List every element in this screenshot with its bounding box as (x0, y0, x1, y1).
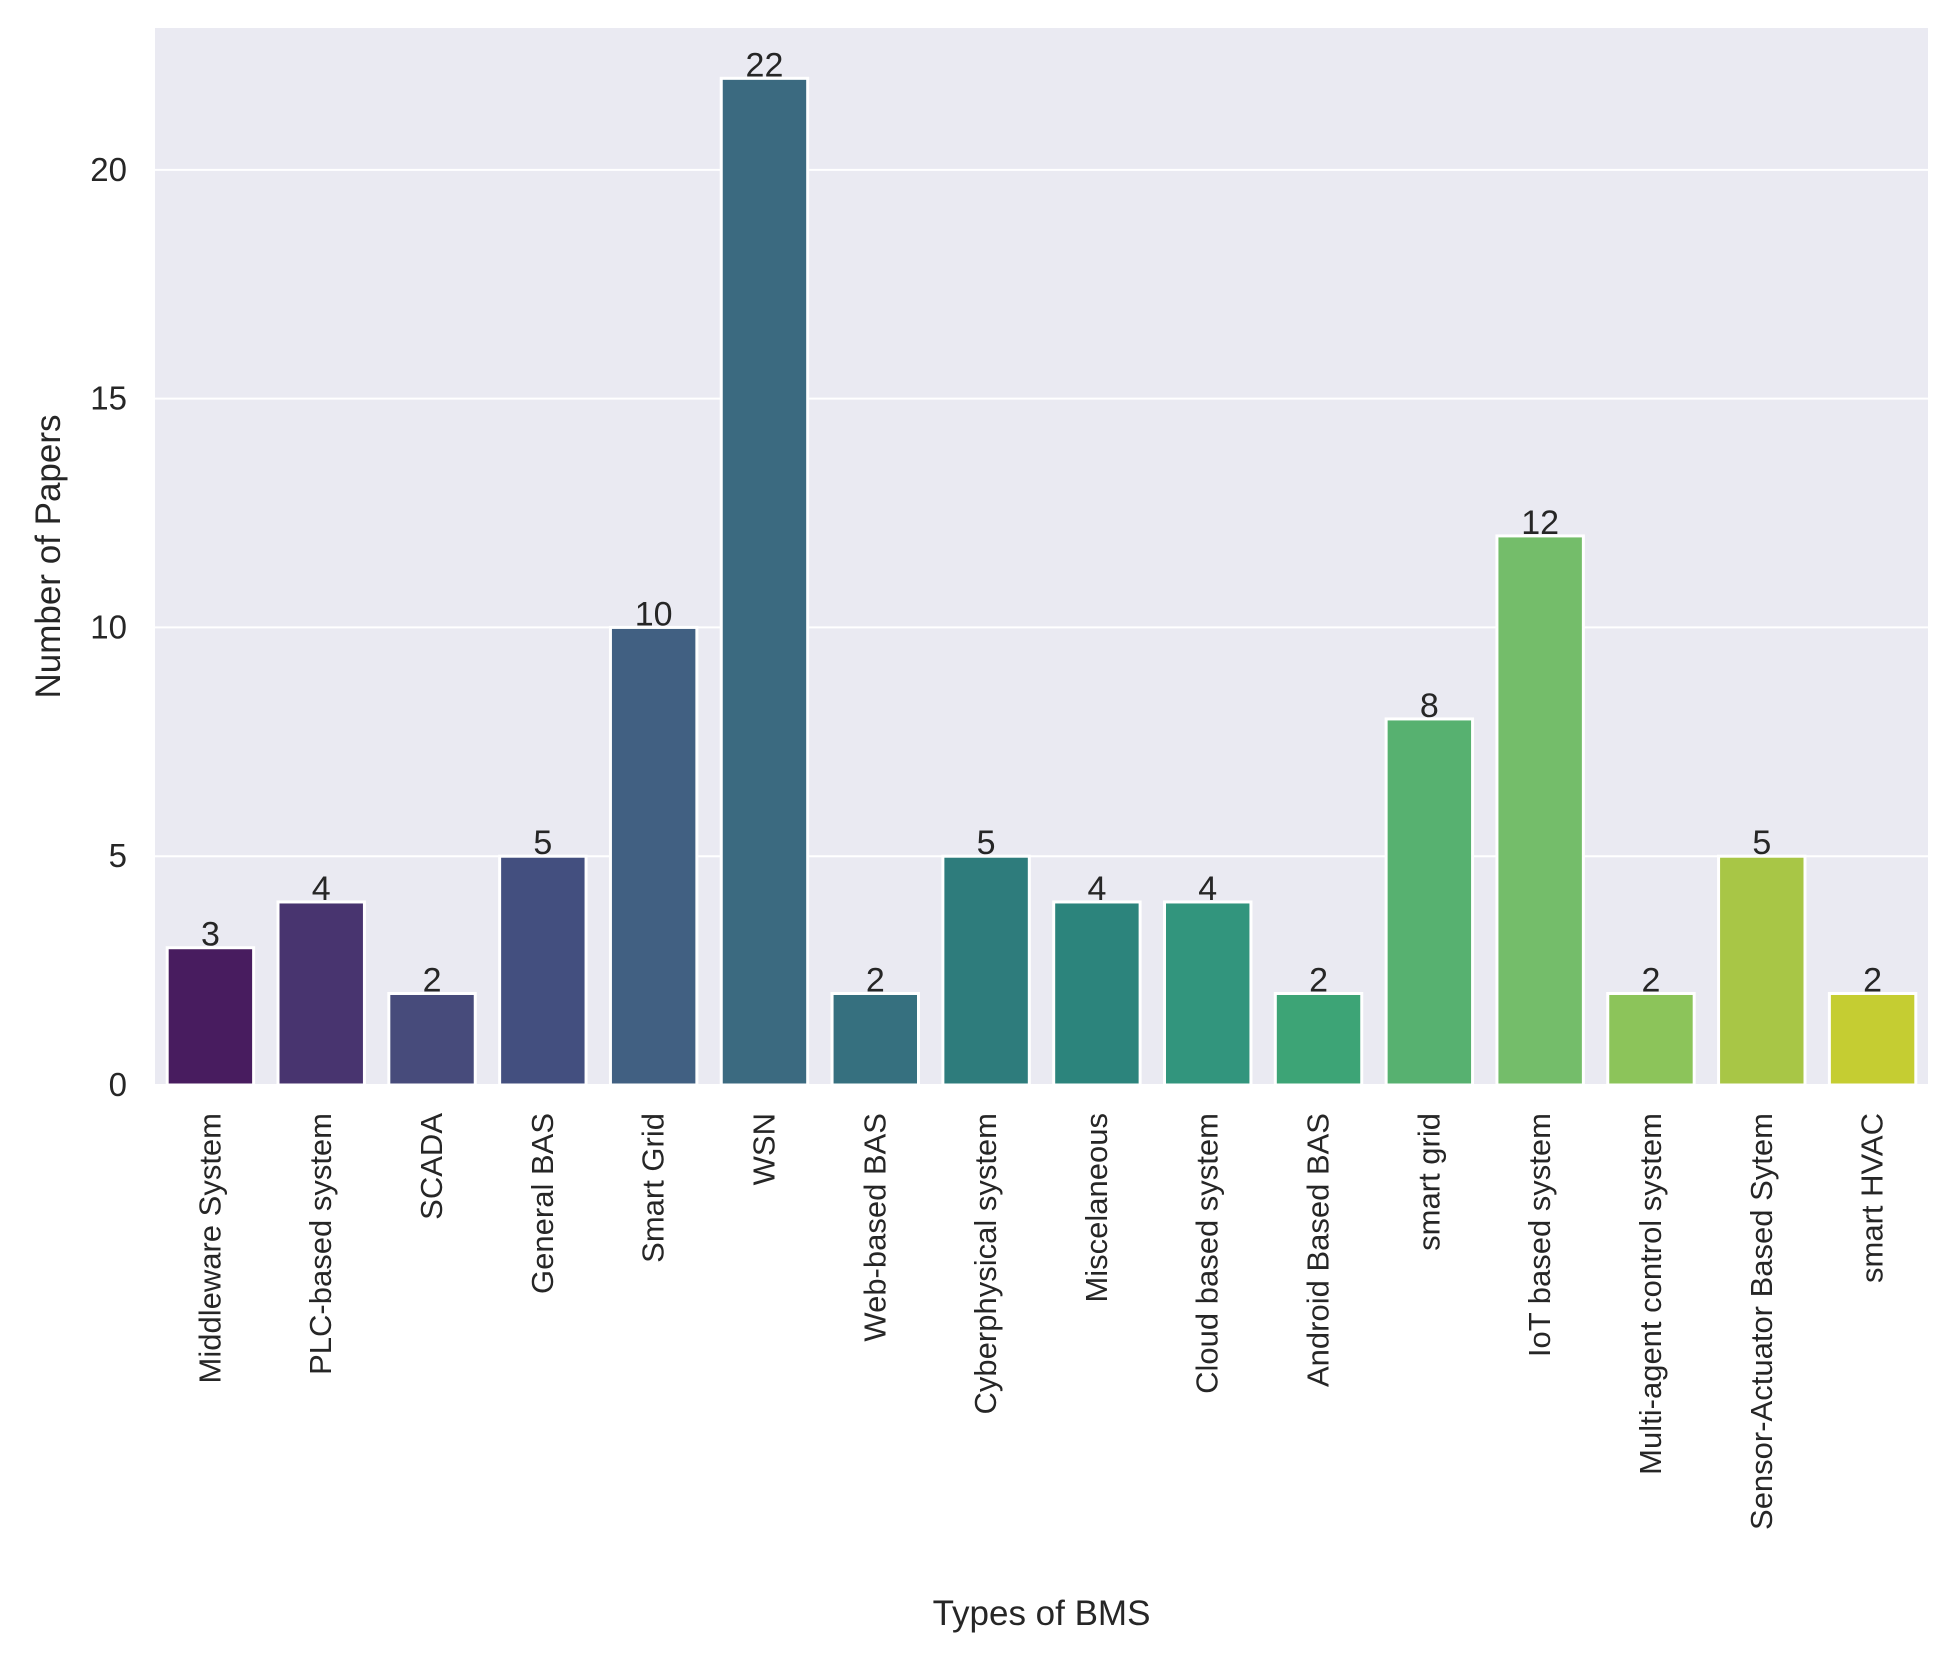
bar-value-label: 2 (1863, 961, 1882, 999)
x-tick-label: smart HVAC (1855, 1113, 1890, 1283)
x-tick-label: Android Based BAS (1301, 1113, 1336, 1387)
bar-value-label: 4 (1198, 870, 1217, 908)
bar (387, 991, 477, 1087)
bar (1273, 991, 1364, 1087)
bar-value-label: 22 (746, 46, 784, 84)
x-tick-label: Web-based BAS (857, 1113, 892, 1342)
y-tick-label: 10 (90, 608, 127, 645)
x-tick-label: SCADA (414, 1113, 449, 1220)
y-tick-label: 15 (90, 380, 127, 417)
x-axis-ticks: Middleware System PLC-based system SCADA Ge… (192, 1113, 1889, 1530)
bar-value-label: 12 (1521, 504, 1559, 542)
x-axis-title: Types of BMS (933, 1594, 1151, 1633)
y-axis-title: Number of Papers (29, 414, 68, 698)
x-tick-label: Smart Grid (636, 1113, 671, 1263)
x-tick-label: Miscelaneous (1079, 1113, 1114, 1303)
bar (1827, 991, 1918, 1087)
x-tick-label: WSN (746, 1113, 781, 1185)
x-tick-label: Cloud based system (1190, 1113, 1225, 1394)
bar-value-label: 5 (1752, 824, 1771, 862)
bar (1052, 900, 1142, 1087)
bars (165, 76, 1918, 1087)
bar (608, 625, 699, 1087)
bar (830, 991, 920, 1087)
bar (1495, 534, 1585, 1087)
bar-value-label: 8 (1420, 687, 1439, 725)
y-tick-label: 20 (90, 151, 127, 188)
bar-value-label: 10 (635, 595, 673, 633)
bar (1163, 900, 1253, 1087)
bar-value-label: 2 (423, 961, 442, 999)
plot-background (155, 28, 1928, 1085)
bar-value-label: 2 (1309, 961, 1328, 999)
bar-value-label: 5 (977, 824, 996, 862)
x-tick-label: Sensor-Actuator Based Sytem (1744, 1113, 1779, 1530)
bar-value-label: 2 (866, 961, 885, 999)
bar (165, 946, 256, 1087)
x-tick-label: General BAS (525, 1113, 560, 1294)
y-axis-ticks: 0 5 10 15 20 (90, 151, 127, 1103)
y-tick-label: 5 (109, 837, 127, 874)
x-tick-label: smart grid (1411, 1113, 1446, 1251)
bar (498, 854, 588, 1087)
x-tick-label: Cyberphysical system (968, 1113, 1003, 1414)
bar-value-label: 5 (533, 824, 552, 862)
y-tick-label: 0 (109, 1066, 127, 1103)
x-tick-label: Middleware System (192, 1113, 227, 1383)
x-tick-label: PLC-based system (303, 1113, 338, 1375)
bar-value-label: 4 (1087, 870, 1106, 908)
bar-value-label: 4 (312, 870, 331, 908)
bar (1717, 854, 1807, 1087)
bar (1606, 991, 1696, 1087)
x-tick-label: IoT based system (1522, 1113, 1557, 1357)
bar-value-label: 2 (1642, 961, 1661, 999)
bar (276, 900, 366, 1087)
bar (1384, 717, 1475, 1087)
bar (719, 76, 810, 1087)
bar (941, 854, 1031, 1087)
x-tick-label: Multi-agent control system (1633, 1113, 1668, 1475)
bar-value-label: 3 (201, 916, 220, 954)
